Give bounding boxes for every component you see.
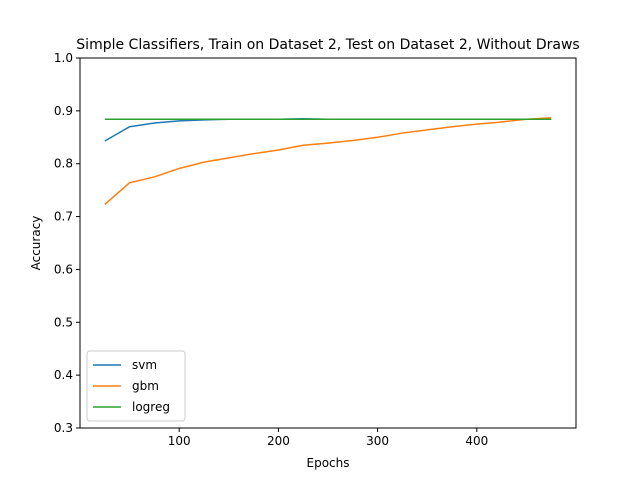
- y-tick-label: 0.8: [54, 157, 73, 171]
- x-tick-label: 400: [465, 434, 488, 448]
- legend: svm gbm logreg: [86, 350, 186, 422]
- y-axis-ticks: 0.3 0.4 0.5 0.6 0.7 0.8 0.9 1.0: [54, 51, 80, 435]
- y-tick-label: 0.6: [54, 262, 73, 276]
- legend-label-svm: svm: [132, 358, 157, 372]
- x-axis-label: Epochs: [307, 456, 350, 470]
- x-tick-label: 100: [168, 434, 191, 448]
- series-line-gbm: [104, 116, 552, 205]
- plot-area: [79, 57, 577, 429]
- y-tick-label: 0.3: [54, 421, 73, 435]
- legend-label-logreg: logreg: [132, 400, 170, 414]
- y-tick-label: 0.5: [54, 315, 73, 329]
- chart-title: Simple Classifiers, Train on Dataset 2, …: [76, 37, 579, 53]
- series-group: [104, 116, 552, 205]
- axes-frame: [79, 57, 577, 429]
- y-tick-label: 0.7: [54, 210, 73, 224]
- x-tick-label: 300: [366, 434, 389, 448]
- y-tick-label: 0.4: [54, 368, 73, 382]
- y-axis-label: Accuracy: [29, 216, 43, 271]
- legend-box: [86, 350, 186, 422]
- x-axis-ticks: 100 200 300 400: [168, 428, 488, 448]
- y-tick-label: 1.0: [54, 51, 73, 65]
- x-tick-label: 200: [267, 434, 290, 448]
- y-tick-label: 0.9: [54, 104, 73, 118]
- legend-label-gbm: gbm: [132, 379, 159, 393]
